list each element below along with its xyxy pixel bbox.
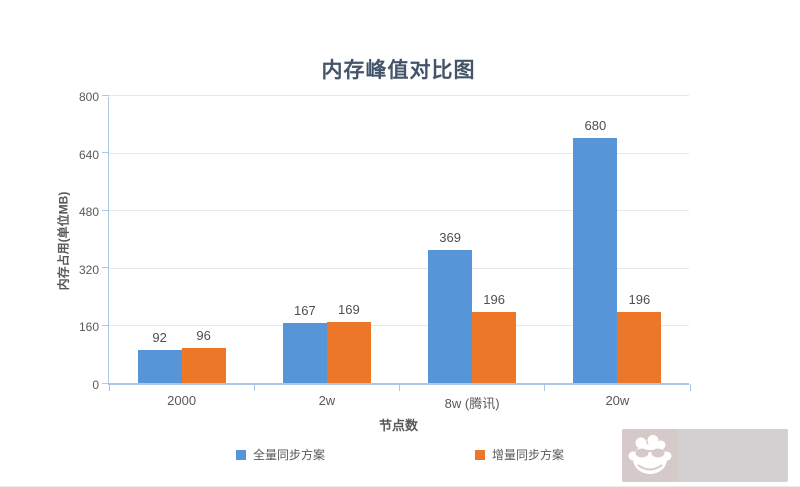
y-axis-tick (102, 209, 109, 211)
bar-value-label: 167 (294, 302, 316, 318)
x-axis-tick (253, 384, 255, 391)
gridline-480 (109, 210, 689, 212)
y-tick-label: 640 (78, 147, 99, 162)
watermark (622, 429, 788, 482)
watermark-text-cell (678, 429, 788, 482)
legend-item-series1: 全量同步方案 (235, 446, 325, 463)
y-tick-label: 160 (78, 320, 99, 335)
y-axis-tick (102, 267, 109, 269)
y-tick-label: 480 (78, 205, 99, 220)
bar-value-label: 96 (196, 328, 211, 344)
y-axis-tick (102, 382, 109, 384)
bar-series2-2w (326, 322, 371, 383)
watermark-logo-cell (622, 429, 678, 482)
x-category-label: 2w (318, 393, 336, 408)
x-axis-tick (689, 384, 691, 391)
bar-series2-8w (腾讯) (472, 312, 517, 383)
bar-value-label: 369 (439, 230, 461, 246)
y-axis-tick (102, 324, 109, 326)
monkey-face-icon (628, 434, 672, 474)
bar-series2-2000 (181, 348, 226, 383)
y-axis-tick (102, 152, 109, 154)
legend-label-series1: 全量同步方案 (252, 448, 325, 462)
gridline-800 (109, 95, 689, 96)
series1-swatch-icon (235, 449, 246, 460)
bar-series2-20w (617, 312, 662, 383)
bar-series1-8w (腾讯) (428, 250, 473, 383)
x-axis-title: 节点数 (378, 418, 418, 433)
x-category-label: 20w (605, 393, 630, 408)
gridline-160 (109, 325, 689, 327)
gridline-640 (109, 152, 689, 154)
y-tick-label: 0 (92, 378, 99, 392)
y-tick-label: 800 (78, 90, 99, 104)
bar-value-label: 196 (483, 292, 505, 308)
bar-value-label: 92 (152, 329, 167, 345)
bar-series1-2000 (137, 349, 182, 383)
x-axis-tick (108, 384, 110, 391)
bar-value-label: 680 (584, 118, 607, 134)
y-axis-tick (102, 94, 109, 96)
series2-swatch-icon (475, 449, 485, 460)
legend-label-series2: 增量同步方案 (492, 448, 565, 462)
y-tick-label: 320 (78, 262, 99, 277)
x-category-label: 2000 (167, 393, 197, 408)
x-axis-tick (544, 384, 546, 391)
bar-value-label: 196 (628, 292, 651, 308)
plot-area: 0 160 320 480 640 800 92 96 2000 167 169 2w 369 196 8w… (79, 90, 691, 411)
legend: 全量同步方案 增量同步方案 (0, 446, 800, 463)
legend-item-series2: 增量同步方案 (475, 446, 564, 463)
bar-series1-20w (573, 138, 618, 383)
bar-value-label: 169 (338, 302, 360, 318)
x-category-label: 8w (腾讯) (444, 396, 500, 411)
bar-series1-2w (282, 322, 327, 383)
gridline-320 (109, 267, 689, 269)
chart-title: 内存峰值对比图 (321, 59, 476, 82)
x-axis-tick (399, 384, 400, 391)
